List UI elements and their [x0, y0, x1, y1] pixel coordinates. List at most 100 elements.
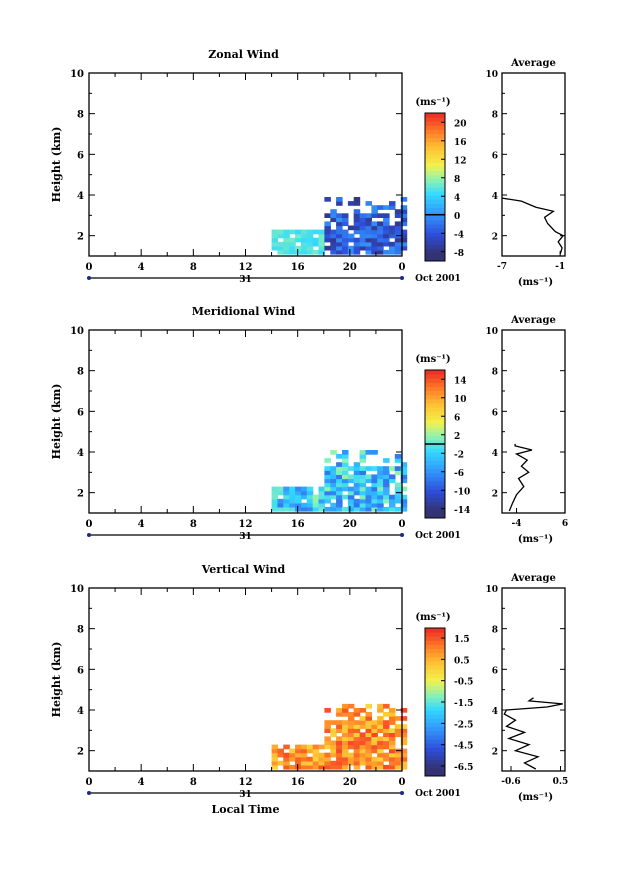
heatmap-cell — [306, 494, 314, 500]
x-tick-label: 4 — [138, 519, 145, 530]
colorbar-swatch — [425, 423, 445, 428]
heatmap-cell — [336, 756, 343, 762]
colorbar-swatch — [425, 706, 445, 711]
heatmap-cell — [330, 249, 337, 255]
heatmap-cell — [371, 233, 378, 239]
heatmap-cell — [359, 506, 367, 512]
heatmap-cell — [359, 748, 367, 754]
heatmap-cell — [371, 478, 378, 484]
heatmap-cell — [353, 217, 361, 223]
heatmap-cell — [389, 466, 396, 471]
heatmap-cell — [389, 728, 396, 733]
heatmap-cell — [347, 716, 355, 721]
heatmap-cell — [306, 237, 314, 243]
heatmap-cell — [324, 720, 331, 725]
heatmap-cell — [400, 764, 408, 770]
heatmap-cell — [277, 752, 284, 758]
heatmap-cell — [400, 233, 408, 239]
heatmap-cell — [347, 732, 355, 738]
heatmap-cell — [365, 201, 372, 206]
colorbar-swatch — [425, 386, 445, 391]
x-tick-label: 0 — [399, 777, 406, 788]
heatmap-cell — [295, 249, 302, 255]
heatmap-cell — [389, 744, 396, 750]
heatmap-cell — [330, 245, 337, 251]
heatmap-cell — [377, 237, 384, 243]
heatmap-cell — [289, 486, 296, 492]
month-label: Oct 2001 — [415, 274, 461, 284]
heatmap-cell — [394, 728, 402, 733]
y-axis-label: Height (km) — [50, 127, 63, 203]
heatmap-cell — [324, 740, 331, 746]
heatmap-cell — [324, 225, 331, 231]
heatmap-cell — [312, 756, 320, 762]
colorbar-swatch — [425, 460, 445, 465]
heatmap-cell — [353, 221, 361, 227]
heatmap-cell — [330, 744, 337, 750]
heatmap-cell — [300, 764, 308, 770]
heatmap-cell — [359, 716, 367, 721]
heatmap-cell — [342, 712, 349, 717]
avg-y-tick-label: 10 — [485, 585, 498, 595]
heatmap-cell — [353, 490, 361, 496]
heatmap-cell — [330, 728, 337, 733]
heatmap-cell — [336, 498, 343, 504]
heatmap-cell — [383, 703, 390, 709]
heatmap-cell — [377, 748, 384, 754]
colorbar-swatch — [425, 178, 445, 184]
heatmap-cell — [289, 764, 296, 770]
heatmap-cell — [365, 728, 372, 733]
heatmap-cell — [353, 502, 361, 508]
avg-y-tick-label: 8 — [492, 111, 498, 121]
heatmap-cell — [377, 752, 384, 758]
heatmap-cell — [324, 245, 331, 251]
colorbar-swatch — [425, 476, 445, 482]
heatmap-cell — [353, 229, 361, 235]
heatmap-cell — [371, 490, 378, 496]
heatmap-cell — [383, 498, 390, 504]
colorbar-swatch — [425, 681, 445, 686]
heatmap-cell — [324, 470, 331, 475]
heatmap-cell — [277, 498, 284, 504]
heatmap-cell — [353, 744, 361, 750]
heatmap-cell — [359, 225, 367, 231]
colorbar-swatch — [425, 472, 445, 478]
y-tick-label: 4 — [77, 706, 84, 717]
heatmap-cell — [277, 249, 284, 255]
heatmap-cell — [300, 748, 308, 754]
average-profile-line — [503, 697, 563, 770]
heatmap-cell — [394, 716, 402, 721]
heatmap-cell — [306, 229, 314, 235]
colorbar-swatch — [425, 244, 445, 250]
heatmap-cell — [324, 756, 331, 762]
x-tick-label: 8 — [190, 777, 197, 788]
heatmap-cell — [306, 249, 314, 255]
y-axis-label: Height (km) — [50, 384, 63, 460]
colorbar-swatch — [425, 747, 445, 752]
heatmap-cell — [271, 744, 279, 750]
heatmap-cell — [383, 506, 390, 512]
heatmap-cell — [377, 466, 384, 471]
heatmap-cell — [318, 498, 325, 504]
heatmap-cell — [271, 756, 279, 762]
heatmap-cell — [330, 732, 337, 738]
heatmap-cell — [400, 760, 408, 766]
heatmap-cell — [342, 764, 349, 770]
heatmap-cell — [342, 720, 349, 725]
heatmap-cell — [336, 213, 343, 218]
heatmap-cell — [295, 245, 302, 251]
heatmap-cell — [365, 466, 372, 471]
heatmap-cell — [365, 748, 372, 754]
heatmap-cell — [347, 744, 355, 750]
colorbar-swatch — [425, 439, 445, 445]
colorbar: -8 -4 0 4 8 12 16 20 — [424, 112, 467, 262]
heatmap-cell — [383, 482, 390, 488]
heatmap-cell — [336, 490, 343, 496]
heatmap-cell — [365, 756, 372, 762]
heatmap-cell — [389, 229, 396, 235]
heatmap-cell — [330, 482, 337, 488]
heatmap-cell — [347, 752, 355, 758]
heatmap-cell — [312, 237, 320, 243]
heatmap-cell — [365, 703, 372, 709]
heatmap-cell — [389, 748, 396, 754]
